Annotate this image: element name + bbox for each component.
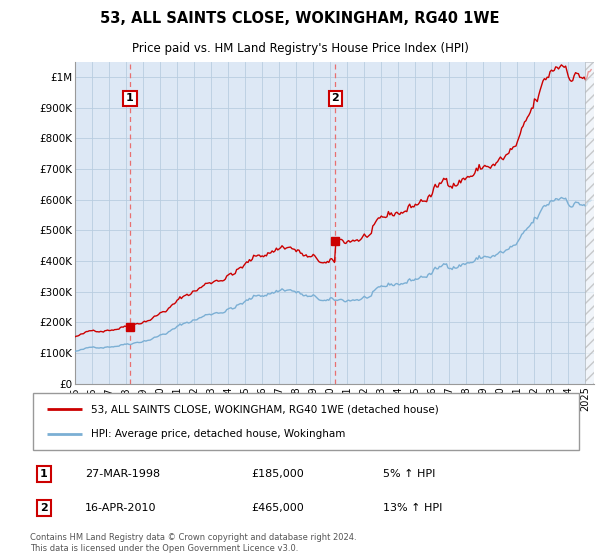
Text: Price paid vs. HM Land Registry's House Price Index (HPI): Price paid vs. HM Land Registry's House … — [131, 42, 469, 55]
Text: 1: 1 — [40, 469, 47, 479]
Text: 53, ALL SAINTS CLOSE, WOKINGHAM, RG40 1WE: 53, ALL SAINTS CLOSE, WOKINGHAM, RG40 1W… — [100, 11, 500, 26]
Text: 2: 2 — [40, 503, 47, 513]
Text: 13% ↑ HPI: 13% ↑ HPI — [383, 503, 443, 513]
Text: 5% ↑ HPI: 5% ↑ HPI — [383, 469, 436, 479]
Text: 16-APR-2010: 16-APR-2010 — [85, 503, 157, 513]
FancyBboxPatch shape — [33, 393, 579, 450]
Text: 53, ALL SAINTS CLOSE, WOKINGHAM, RG40 1WE (detached house): 53, ALL SAINTS CLOSE, WOKINGHAM, RG40 1W… — [91, 404, 439, 414]
Text: 2: 2 — [331, 94, 339, 104]
Text: £465,000: £465,000 — [251, 503, 304, 513]
Text: HPI: Average price, detached house, Wokingham: HPI: Average price, detached house, Woki… — [91, 429, 345, 438]
Text: Contains HM Land Registry data © Crown copyright and database right 2024.
This d: Contains HM Land Registry data © Crown c… — [30, 533, 356, 553]
Text: £185,000: £185,000 — [251, 469, 304, 479]
Text: 1: 1 — [126, 94, 134, 104]
Text: 27-MAR-1998: 27-MAR-1998 — [85, 469, 160, 479]
Polygon shape — [586, 62, 594, 384]
